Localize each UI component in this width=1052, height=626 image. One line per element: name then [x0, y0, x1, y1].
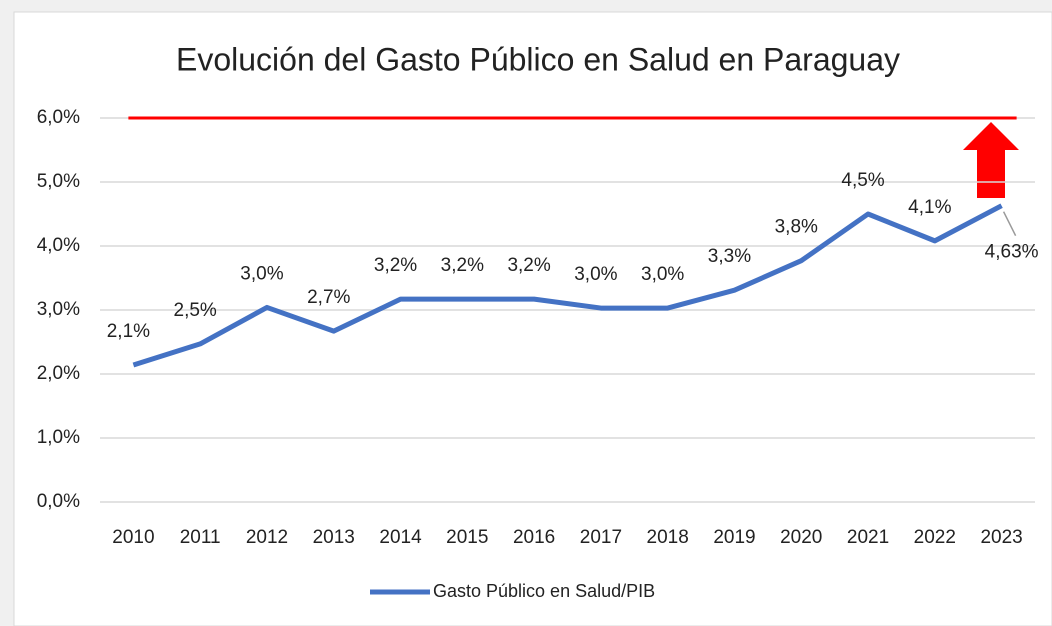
data-label: 3,2%: [374, 255, 417, 276]
leader-line: [1002, 211, 1017, 237]
data-label: 3,0%: [574, 264, 617, 285]
y-tick-label: 3,0%: [37, 299, 80, 320]
y-tick-label: 1,0%: [37, 427, 80, 448]
data-label: 4,63%: [985, 242, 1039, 263]
chart-panel: [13, 11, 1052, 626]
data-label: 3,0%: [641, 264, 684, 285]
x-tick-label: 2015: [446, 527, 488, 548]
data-label: 3,3%: [708, 246, 751, 267]
y-tick-label: 5,0%: [37, 171, 80, 192]
x-tick-label: 2016: [513, 527, 555, 548]
legend-label: Gasto Público en Salud/PIB: [433, 581, 655, 601]
y-tick-label: 0,0%: [37, 491, 80, 512]
arrow: [963, 122, 1019, 198]
x-tick-label: 2013: [313, 527, 355, 548]
x-tick-label: 2019: [713, 527, 755, 548]
x-tick-label: 2020: [780, 527, 822, 548]
y-tick-label: 4,0%: [37, 235, 80, 256]
data-label: 4,5%: [841, 170, 884, 191]
data-label: 3,8%: [775, 217, 818, 238]
data-label: 3,0%: [240, 263, 283, 284]
y-tick-label: 2,0%: [37, 363, 80, 384]
data-label: 3,2%: [507, 255, 550, 276]
data-label: 2,5%: [174, 300, 217, 321]
data-label: 2,7%: [307, 287, 350, 308]
x-tick-label: 2023: [980, 527, 1022, 548]
x-tick-label: 2011: [180, 527, 221, 548]
x-tick-label: 2022: [914, 527, 956, 548]
x-tick-label: 2018: [647, 527, 689, 548]
y-tick-label: 6,0%: [37, 107, 80, 128]
chart-title: Evolución del Gasto Público en Salud en …: [176, 41, 900, 77]
x-tick-label: 2012: [246, 527, 288, 548]
x-tick-label: 2021: [847, 527, 889, 548]
x-tick-label: 2014: [379, 527, 422, 548]
data-label: 2,1%: [107, 321, 150, 342]
data-label: 4,1%: [908, 197, 951, 218]
data-label: 3,2%: [441, 255, 484, 276]
x-tick-label: 2017: [580, 527, 622, 548]
line: [132, 203, 1003, 368]
x-tick-label: 2010: [112, 527, 154, 548]
